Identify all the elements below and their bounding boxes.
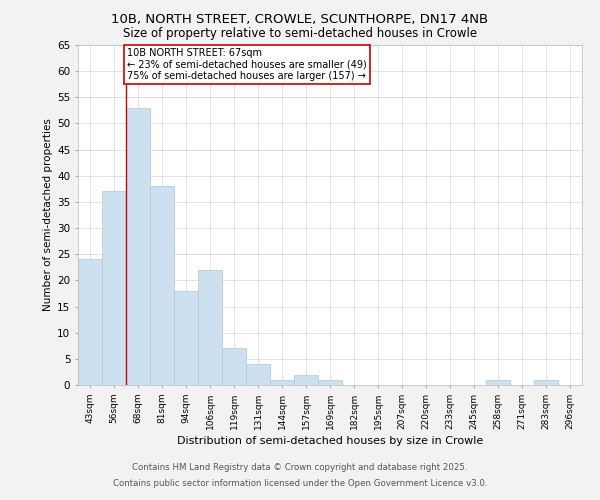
Bar [102, 192, 126, 385]
Bar [126, 108, 150, 385]
Bar [294, 374, 318, 385]
Text: 10B NORTH STREET: 67sqm
← 23% of semi-detached houses are smaller (49)
75% of se: 10B NORTH STREET: 67sqm ← 23% of semi-de… [127, 48, 367, 81]
X-axis label: Distribution of semi-detached houses by size in Crowle: Distribution of semi-detached houses by … [177, 436, 483, 446]
Bar [486, 380, 510, 385]
Bar [150, 186, 174, 385]
Bar [318, 380, 342, 385]
Text: Contains HM Land Registry data © Crown copyright and database right 2025.: Contains HM Land Registry data © Crown c… [132, 464, 468, 472]
Bar [246, 364, 270, 385]
Bar [198, 270, 222, 385]
Y-axis label: Number of semi-detached properties: Number of semi-detached properties [43, 118, 53, 312]
Text: 10B, NORTH STREET, CROWLE, SCUNTHORPE, DN17 4NB: 10B, NORTH STREET, CROWLE, SCUNTHORPE, D… [112, 12, 488, 26]
Bar [174, 291, 198, 385]
Text: Size of property relative to semi-detached houses in Crowle: Size of property relative to semi-detach… [123, 28, 477, 40]
Bar [534, 380, 558, 385]
Bar [270, 380, 294, 385]
Text: Contains public sector information licensed under the Open Government Licence v3: Contains public sector information licen… [113, 478, 487, 488]
Bar [222, 348, 246, 385]
Bar [78, 260, 102, 385]
